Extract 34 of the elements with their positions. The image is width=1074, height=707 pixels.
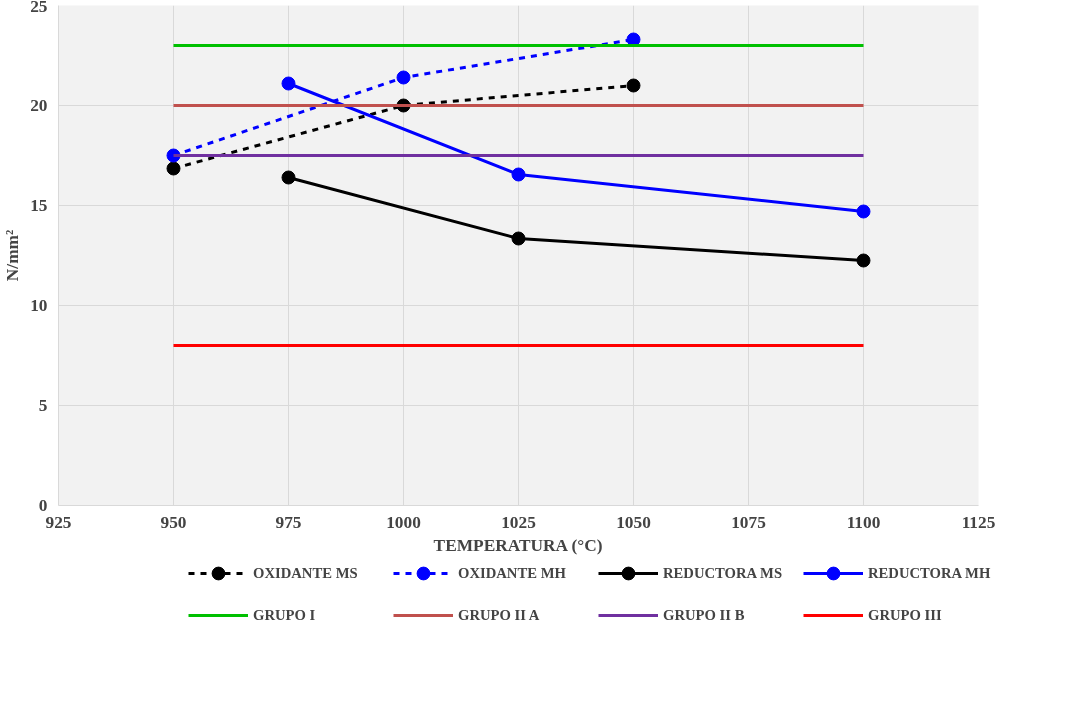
x-tick-label: 1050 (616, 512, 651, 532)
point (511, 167, 526, 182)
y-tick-label: 0 (38, 496, 48, 515)
y-tick-label: 15 (30, 196, 48, 215)
x-tick-label: 1025 (501, 512, 537, 532)
x-tick-label: 1100 (846, 512, 881, 532)
y-tick-label: 25 (30, 0, 48, 16)
x-axis-title: TEMPERATURA (°C) (433, 535, 603, 555)
x-tick-label: 1075 (731, 512, 767, 532)
legend-label: REDUCTORA MS (663, 563, 784, 583)
point (856, 204, 871, 219)
x-tick-label: 1000 (386, 512, 421, 532)
x-tick-label: 950 (160, 512, 187, 532)
legend-label: GRUPO I (253, 605, 317, 625)
point (166, 161, 181, 176)
point (511, 231, 526, 246)
y-tick-label: 20 (30, 96, 48, 115)
legend-label: GRUPO III (868, 605, 943, 625)
point (856, 253, 871, 268)
legend-label: REDUCTORA MH (868, 563, 992, 583)
x-tick-label: 1125 (961, 512, 996, 532)
point (626, 78, 641, 93)
legend-label: OXIDANTE MS (253, 563, 359, 583)
x-tick-label: 975 (275, 512, 302, 532)
legend-label: OXIDANTE MH (458, 563, 567, 583)
y-tick-label: 10 (30, 296, 48, 315)
point (396, 70, 411, 85)
x-tick-label: 925 (45, 512, 72, 532)
point (281, 76, 296, 91)
legend-label: GRUPO II B (663, 605, 746, 625)
point (281, 170, 296, 185)
y-tick-label: 5 (38, 396, 48, 415)
legend-label: GRUPO II A (458, 605, 541, 625)
y-axis-title: N/mm² (3, 229, 23, 282)
